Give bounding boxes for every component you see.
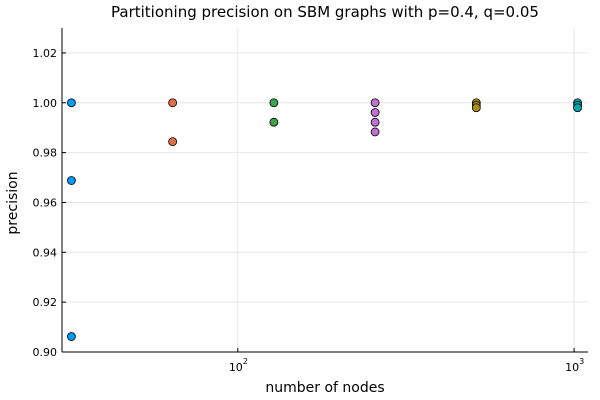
data-point bbox=[269, 98, 279, 108]
y-tick-label: 0.90 bbox=[33, 346, 58, 359]
y-axis-label: precision bbox=[5, 171, 21, 234]
x-tick-label: 10 2 bbox=[229, 357, 248, 374]
data-point bbox=[168, 137, 178, 147]
data-point bbox=[370, 127, 380, 137]
x-tick-label: 10 3 bbox=[565, 357, 584, 374]
chart-title: Partitioning precision on SBM graphs wit… bbox=[111, 3, 539, 21]
data-point bbox=[67, 98, 76, 108]
y-tick-label: 0.94 bbox=[33, 246, 58, 259]
data-points bbox=[67, 98, 582, 341]
x-tick-exponent: 3 bbox=[579, 357, 584, 366]
y-tick-label: 0.98 bbox=[33, 147, 58, 160]
data-point bbox=[168, 98, 178, 108]
y-tick-label: 1.02 bbox=[33, 47, 58, 60]
data-point bbox=[370, 108, 380, 117]
y-tick-label: 1.00 bbox=[33, 97, 58, 110]
data-point bbox=[471, 103, 481, 113]
x-tick-exponent: 2 bbox=[243, 357, 248, 366]
data-point bbox=[370, 98, 380, 108]
y-tick-label: 0.96 bbox=[33, 196, 58, 209]
x-tick-base: 10 bbox=[229, 361, 243, 374]
y-tick-label: 0.92 bbox=[33, 296, 58, 309]
data-point bbox=[573, 103, 582, 113]
x-axis-label: number of nodes bbox=[265, 380, 384, 396]
data-point bbox=[370, 117, 380, 127]
axes bbox=[61, 28, 588, 353]
data-point bbox=[67, 332, 76, 341]
data-point bbox=[67, 176, 76, 185]
data-point bbox=[269, 117, 279, 127]
x-tick-base: 10 bbox=[565, 361, 579, 374]
grid bbox=[62, 28, 588, 353]
